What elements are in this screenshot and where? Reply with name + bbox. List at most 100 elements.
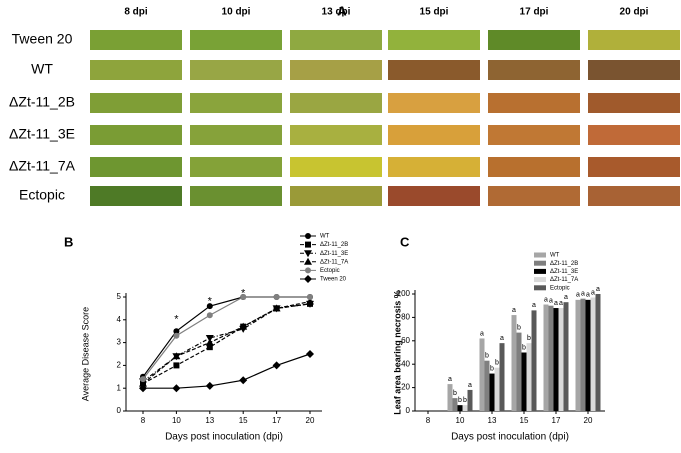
leaf xyxy=(90,186,182,206)
legend-label: Ectopic xyxy=(550,285,570,291)
panel-label: A xyxy=(337,3,347,18)
bar-letter: a xyxy=(591,289,595,296)
annotation: * xyxy=(174,314,179,326)
marker xyxy=(306,297,314,305)
row-label: ΔZt-11_3E xyxy=(9,126,75,142)
bar xyxy=(452,398,458,411)
leaf xyxy=(488,60,580,80)
row-label: ΔZt-11_7A xyxy=(9,158,76,174)
row-label: Ectopic xyxy=(19,187,65,203)
bar-letter: b xyxy=(527,335,531,342)
marker xyxy=(306,350,314,358)
bar xyxy=(479,338,485,411)
legend-swatch xyxy=(534,277,546,283)
x-tick-label: 20 xyxy=(306,416,315,425)
marker xyxy=(205,381,214,390)
column-label: 13 dpi xyxy=(322,7,351,18)
y-tick-label: 80 xyxy=(401,313,410,322)
bar xyxy=(580,298,586,411)
bar-letter: a xyxy=(559,300,563,307)
leaf xyxy=(290,186,382,206)
bar-letter: b xyxy=(517,324,521,331)
y-tick-label: 20 xyxy=(401,383,410,392)
legend-marker xyxy=(304,250,312,258)
chart-bar: C Leaf area bearing necrosis % Days post i… xyxy=(392,234,605,443)
bar-letter: a xyxy=(500,335,504,342)
y-tick-label: 40 xyxy=(401,359,410,368)
marker xyxy=(206,344,213,351)
chart-line: B Average Disease Score Days post inoculat… xyxy=(64,233,348,443)
marker xyxy=(172,352,181,360)
x-tick-label: 13 xyxy=(205,416,214,425)
legend-label: ΔZt-11_3E xyxy=(550,269,578,275)
marker xyxy=(139,379,147,387)
legend-label: ΔZt-11_7A xyxy=(320,259,348,265)
leaf xyxy=(388,60,480,80)
leaf xyxy=(90,60,182,80)
leaf xyxy=(190,93,282,113)
marker xyxy=(272,361,281,370)
bar xyxy=(457,405,463,411)
leaf xyxy=(290,125,382,145)
leaf xyxy=(488,157,580,177)
leaf xyxy=(388,93,480,113)
y-tick-label: 0 xyxy=(117,406,122,415)
bar xyxy=(467,389,473,411)
legend-label: ΔZt-11_2B xyxy=(550,261,578,267)
bar-letter: b xyxy=(522,344,526,351)
legend-label: WT xyxy=(550,253,560,259)
annotation: * xyxy=(208,295,213,307)
leaf xyxy=(488,93,580,113)
legend-marker xyxy=(305,241,311,248)
x-tick-label: 8 xyxy=(141,416,146,425)
marker xyxy=(272,304,281,312)
leaf xyxy=(290,157,382,177)
bar xyxy=(447,384,453,411)
bar xyxy=(526,343,532,411)
leaf xyxy=(588,125,680,145)
row-label: WT xyxy=(31,61,53,77)
bar-letter: b xyxy=(490,365,494,372)
y-tick-label: 1 xyxy=(117,383,122,392)
leaf xyxy=(488,186,580,206)
bar xyxy=(543,304,549,411)
y-axis-label: Leaf area bearing necrosis % xyxy=(392,290,402,415)
bar xyxy=(575,299,581,411)
bar-letter: a xyxy=(448,376,452,383)
bar-letter: a xyxy=(480,330,484,337)
x-tick-label: 17 xyxy=(272,416,281,425)
line xyxy=(142,300,311,385)
x-tick-label: 8 xyxy=(426,416,431,425)
bar xyxy=(595,294,601,411)
x-tick-label: 17 xyxy=(552,416,561,425)
bar-letter: a xyxy=(468,382,472,389)
leaf xyxy=(388,125,480,145)
bar xyxy=(558,308,564,411)
bar xyxy=(590,297,596,411)
y-tick-label: 100 xyxy=(397,289,411,298)
leaf xyxy=(90,30,182,50)
leaf xyxy=(190,157,282,177)
bar-letter: a xyxy=(554,300,558,307)
y-axis-label: Average Disease Score xyxy=(80,307,90,401)
leaf xyxy=(190,186,282,206)
x-tick-label: 15 xyxy=(520,416,529,425)
column-label: 15 dpi xyxy=(420,7,449,18)
charts: B Average Disease Score Days post inoculat… xyxy=(64,233,605,443)
legend-marker xyxy=(305,233,311,239)
leaf xyxy=(388,157,480,177)
bar-letter: a xyxy=(544,296,548,303)
bar-letter: b xyxy=(485,353,489,360)
line xyxy=(142,296,310,378)
bar xyxy=(499,343,505,411)
x-tick-label: 10 xyxy=(456,416,465,425)
leaf xyxy=(388,186,480,206)
marker xyxy=(205,335,214,343)
leaf xyxy=(90,93,182,113)
marker xyxy=(273,294,280,300)
x-tick-label: 20 xyxy=(584,416,593,425)
x-tick-label: 13 xyxy=(488,416,497,425)
bar xyxy=(585,299,591,411)
row-label: ΔZt-11_2B xyxy=(9,94,75,110)
marker xyxy=(240,294,247,300)
